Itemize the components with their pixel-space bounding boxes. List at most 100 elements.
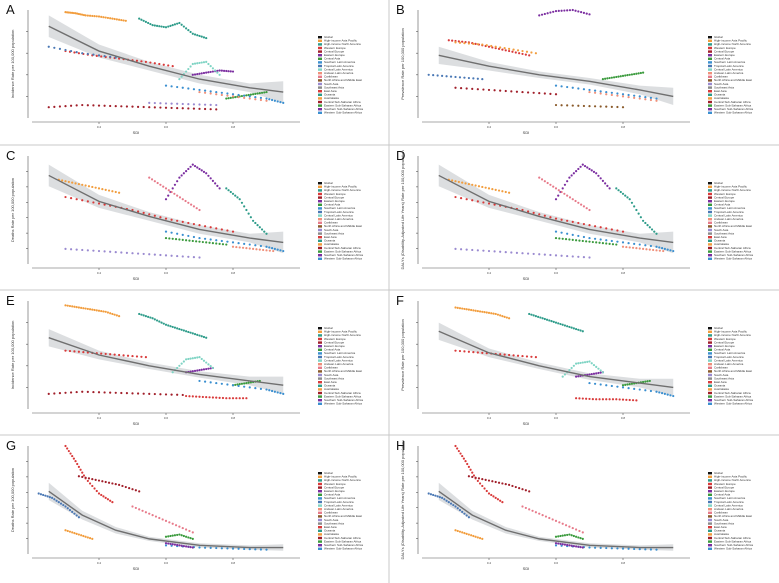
data-point	[625, 398, 628, 401]
data-point	[198, 546, 201, 549]
series-purple	[164, 542, 194, 549]
data-point	[583, 361, 587, 364]
data-point	[220, 382, 223, 385]
data-point	[588, 90, 591, 94]
data-point	[454, 247, 457, 250]
data-point	[173, 326, 177, 329]
data-point	[672, 394, 675, 398]
data-point	[663, 247, 666, 250]
data-point	[276, 248, 279, 251]
data-point	[95, 489, 98, 493]
legend-label: Australasia	[324, 532, 339, 536]
data-point	[202, 335, 206, 339]
legend-marker	[318, 54, 322, 57]
data-point	[627, 547, 630, 550]
legend-marker	[708, 228, 712, 232]
data-point	[198, 90, 201, 94]
data-point	[560, 190, 563, 194]
legend-label: Southeast Asia	[714, 521, 734, 525]
panel-g: G 0.4 0.6 0.8 SDI Deaths Rate per 100,000 pop…	[0, 436, 387, 579]
data-point	[595, 365, 598, 368]
data-point	[118, 315, 121, 318]
series-lightteal	[561, 360, 604, 378]
data-point	[196, 72, 199, 76]
data-point	[568, 176, 571, 179]
legend-marker	[318, 97, 322, 100]
data-point	[588, 240, 591, 243]
data-point	[113, 313, 116, 316]
legend-label: Central Sub-Saharan Africa	[324, 391, 361, 395]
data-point	[131, 505, 134, 508]
legend-label: Eastern Sub-Saharan Africa	[714, 249, 752, 253]
data-point	[220, 69, 223, 72]
data-point	[504, 483, 507, 486]
data-point	[454, 41, 457, 44]
legend-marker	[318, 334, 322, 337]
legend-marker	[318, 246, 322, 250]
legend-marker	[318, 479, 322, 482]
data-point	[75, 514, 78, 517]
legend-label: Oceania	[324, 529, 336, 533]
data-point	[591, 240, 594, 244]
data-point	[53, 105, 56, 108]
data-point	[196, 34, 199, 37]
data-point	[521, 90, 524, 94]
legend-marker	[318, 508, 322, 511]
data-point	[97, 479, 101, 482]
data-point	[508, 191, 511, 194]
legend-marker	[318, 104, 322, 107]
legend-label: Southern Latin America	[714, 496, 746, 500]
data-point	[75, 248, 78, 251]
legend-marker	[708, 348, 712, 351]
data-point	[187, 107, 190, 110]
legend-marker	[318, 111, 322, 114]
legend-marker	[708, 399, 712, 402]
data-point	[167, 542, 170, 545]
data-point	[182, 329, 185, 332]
legend-label: Western Sub-Saharan Africa	[324, 257, 362, 261]
data-point	[621, 245, 625, 248]
data-point	[568, 525, 571, 528]
data-point	[181, 526, 184, 530]
data-point	[69, 104, 73, 107]
data-point	[203, 237, 207, 240]
data-point	[111, 312, 114, 316]
data-point	[207, 363, 210, 366]
data-point	[81, 471, 84, 474]
data-point	[626, 383, 629, 386]
data-point	[273, 390, 276, 393]
data-point	[268, 98, 271, 101]
data-point	[118, 483, 121, 486]
data-point	[44, 494, 47, 497]
data-point	[81, 13, 84, 16]
data-point	[158, 25, 161, 28]
series-darkred	[77, 475, 141, 493]
data-point	[80, 306, 83, 309]
legend-label: Southern Latin America	[324, 351, 356, 355]
data-point	[270, 247, 274, 250]
data-point	[456, 507, 459, 510]
data-point	[248, 247, 251, 250]
legend-label: High-income North America	[324, 42, 361, 46]
data-point	[493, 89, 496, 92]
series-pink	[148, 176, 201, 212]
legend-label: High-income North America	[324, 188, 361, 192]
data-point	[599, 371, 602, 374]
legend-label: Central Latin America	[324, 358, 353, 362]
legend-label: Central Latin America	[714, 213, 743, 217]
data-point	[599, 92, 602, 95]
data-point	[639, 216, 642, 219]
legend-label: Andean Latin America	[324, 217, 354, 221]
data-point	[577, 104, 580, 107]
data-point	[605, 93, 608, 96]
data-point	[148, 253, 151, 256]
data-point	[593, 91, 597, 94]
data-point	[538, 176, 541, 179]
data-point	[124, 485, 127, 489]
data-point	[580, 11, 583, 14]
legend-marker	[708, 526, 712, 529]
